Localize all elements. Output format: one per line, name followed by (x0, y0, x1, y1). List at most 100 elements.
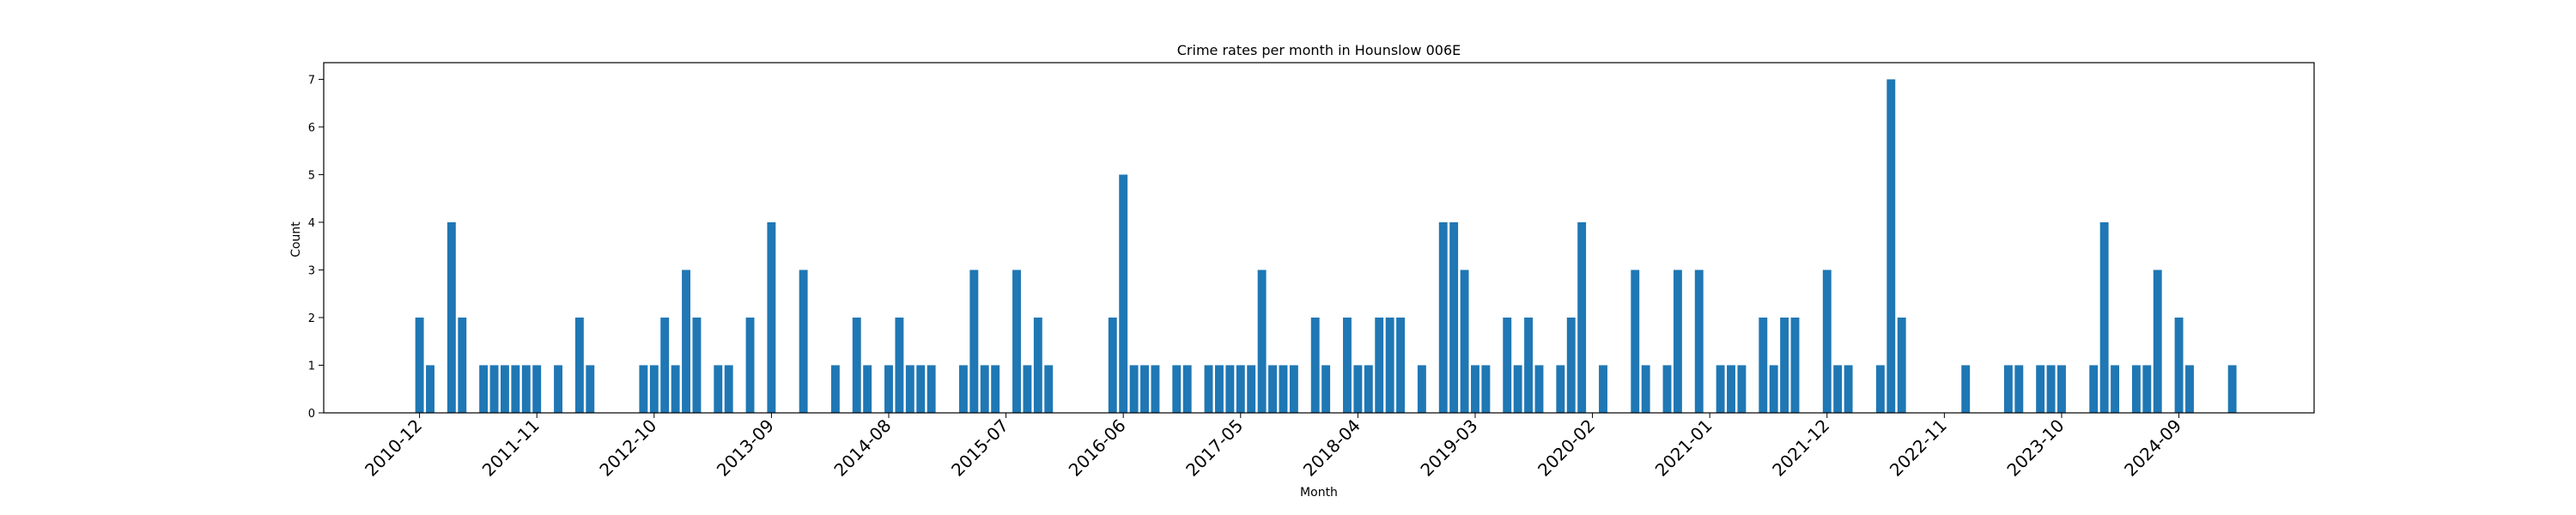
bar-2022-05 (1875, 365, 1885, 413)
bar-2013-04 (714, 365, 723, 413)
plot-area-frame (323, 62, 2315, 414)
bar-2015-06 (991, 365, 1000, 413)
x-axis: 2010-12 2011-11 2012-10 2013-09 2014-08 2015-… (361, 413, 2185, 481)
bar-2023-09 (2046, 365, 2056, 413)
x-tick-label: 2017-05 (1182, 415, 1247, 481)
bar-2022-02 (1844, 365, 1853, 413)
bar-2021-09 (1790, 317, 1800, 413)
bar-2012-03 (574, 317, 584, 413)
x-tick-label: 2019-03 (1416, 415, 1481, 481)
bar-2013-05 (724, 365, 733, 413)
bar-2012-04 (586, 365, 595, 413)
bar-2017-08 (1268, 365, 1277, 413)
bar-2017-02 (1204, 365, 1213, 413)
bar-2021-12 (1822, 270, 1832, 413)
bar-2023-06 (2014, 365, 2024, 413)
bar-2017-05 (1236, 365, 1245, 413)
bar-2016-11 (1172, 365, 1182, 413)
bar-2024-05 (2131, 365, 2141, 413)
bar-2011-09 (511, 365, 520, 413)
y-tick-label: 1 (308, 360, 315, 373)
bar-2019-03 (1471, 365, 1479, 413)
bar-2015-05 (980, 365, 989, 413)
bar-2014-05 (852, 317, 861, 413)
bar-2020-10 (1673, 270, 1682, 413)
bar-2024-06 (2142, 365, 2152, 413)
y-tick-label: 3 (308, 264, 315, 277)
x-tick-label: 2012-10 (595, 415, 660, 481)
bar-2014-11 (916, 365, 926, 413)
bar-2012-11 (660, 317, 670, 413)
bar-2010-12 (415, 317, 424, 413)
bar-2011-03 (447, 221, 456, 413)
bar-2015-10 (1033, 317, 1042, 413)
bar-2014-08 (884, 365, 893, 413)
bar-2021-08 (1780, 317, 1789, 413)
bar-2019-08 (1524, 317, 1534, 413)
x-tick-label: 2010-12 (361, 415, 426, 481)
bar-2018-03 (1343, 317, 1352, 413)
bar-2017-07 (1257, 270, 1267, 413)
bar-2011-10 (521, 365, 531, 413)
bar-2014-03 (830, 365, 840, 413)
bar-2011-01 (426, 365, 434, 413)
bar-2021-06 (1759, 317, 1768, 413)
bar-2015-04 (969, 270, 979, 413)
bar-2021-02 (1716, 365, 1725, 413)
bar-2024-01 (2089, 365, 2099, 413)
x-tick-label: 2015-07 (947, 415, 1012, 481)
bar-2015-11 (1044, 365, 1054, 413)
y-tick-label: 0 (308, 408, 315, 421)
bar-2019-01 (1449, 221, 1459, 413)
bar-2014-10 (905, 365, 914, 413)
bar-2018-10 (1417, 365, 1426, 413)
bar-2019-11 (1556, 365, 1565, 413)
bar-2016-12 (1182, 365, 1192, 413)
y-axis: 0 1 2 3 4 5 6 7 (308, 74, 324, 421)
x-tick-label: 2011-11 (478, 415, 544, 481)
x-tick-label: 2018-04 (1299, 415, 1364, 481)
bar-2018-12 (1438, 221, 1448, 413)
bar-2014-06 (863, 365, 872, 413)
x-tick-label: 2023-10 (2002, 415, 2068, 481)
x-tick-label: 2021-01 (1651, 415, 1716, 481)
x-tick-label: 2024-09 (2120, 415, 2185, 481)
bar-2013-02 (692, 317, 702, 413)
bar-2023-05 (2003, 365, 2013, 413)
bar-series (415, 79, 2237, 414)
bar-2025-02 (2227, 365, 2237, 413)
bar-2013-12 (799, 270, 808, 413)
bar-2011-06 (479, 365, 489, 413)
bar-2011-04 (458, 317, 467, 413)
bar-2016-06 (1119, 174, 1128, 413)
bar-2017-10 (1289, 365, 1298, 413)
bar-2019-02 (1460, 270, 1469, 413)
y-tick-label: 6 (308, 122, 315, 135)
bar-2021-07 (1769, 365, 1778, 413)
bar-2016-07 (1129, 365, 1139, 413)
y-tick-label: 4 (308, 217, 315, 230)
bar-2020-03 (1599, 365, 1607, 413)
bar-2017-04 (1225, 365, 1235, 413)
bar-2017-06 (1247, 365, 1256, 413)
bar-2015-03 (958, 365, 968, 413)
bar-2011-08 (500, 365, 509, 413)
bar-2023-10 (2057, 365, 2066, 413)
bar-2017-03 (1215, 365, 1224, 413)
x-tick-label: 2021-12 (1768, 415, 1833, 481)
bar-2016-08 (1140, 365, 1149, 413)
bar-2019-12 (1566, 317, 1576, 413)
bar-2012-10 (649, 365, 659, 413)
bar-2012-09 (639, 365, 648, 413)
bar-2022-01 (1833, 365, 1843, 413)
bar-2020-06 (1631, 270, 1640, 413)
bar-2020-09 (1662, 365, 1672, 413)
bar-2015-08 (1012, 270, 1021, 413)
bar-2024-10 (2185, 365, 2194, 413)
bar-2019-09 (1534, 365, 1544, 413)
bar-2022-07 (1897, 317, 1906, 413)
bar-2023-08 (2036, 365, 2045, 413)
x-tick-label: 2014-08 (829, 415, 895, 481)
bar-2011-11 (532, 365, 542, 413)
bar-2013-07 (745, 317, 755, 413)
